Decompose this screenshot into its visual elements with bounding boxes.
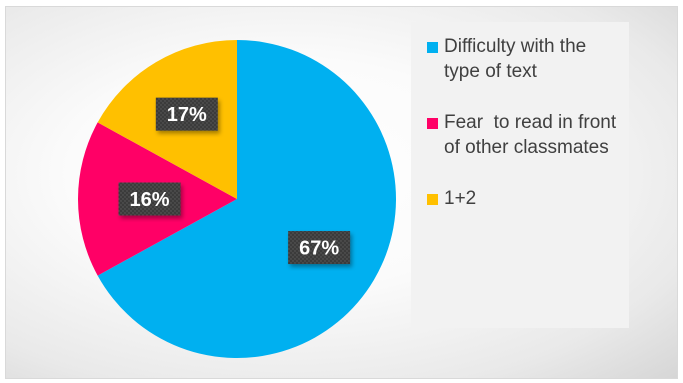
legend-item-fear: Fear to read in front of other classmate… (427, 110, 621, 160)
legend-label-both: 1+2 (444, 188, 477, 209)
legend-label-difficulty: Difficulty with the type of text (444, 36, 592, 82)
legend-swatch-both (427, 194, 438, 205)
data-label-difficulty: 67% (288, 231, 351, 265)
data-label-difficulty-box (288, 231, 351, 265)
legend-swatch-fear (427, 118, 438, 129)
legend-label-fear: Fear to read in front of other classmate… (444, 112, 622, 158)
data-label-both-text: 17% (167, 104, 207, 126)
data-label-difficulty-text: 67% (299, 238, 339, 260)
pie-slice-difficulty (97, 40, 397, 358)
data-label-fear: 16% (118, 182, 181, 216)
data-label-fear-box (118, 182, 181, 216)
legend: Difficulty with the type of text Fear to… (411, 22, 629, 328)
data-label-both: 17% (155, 97, 218, 131)
legend-swatch-difficulty (427, 42, 438, 53)
data-label-fear-text: 16% (130, 189, 170, 211)
pie-data-labels: 67% 16% 17% (118, 97, 351, 265)
data-label-both-box (155, 97, 218, 131)
legend-item-both: 1+2 (427, 186, 621, 211)
legend-item-difficulty: Difficulty with the type of text (427, 34, 621, 84)
